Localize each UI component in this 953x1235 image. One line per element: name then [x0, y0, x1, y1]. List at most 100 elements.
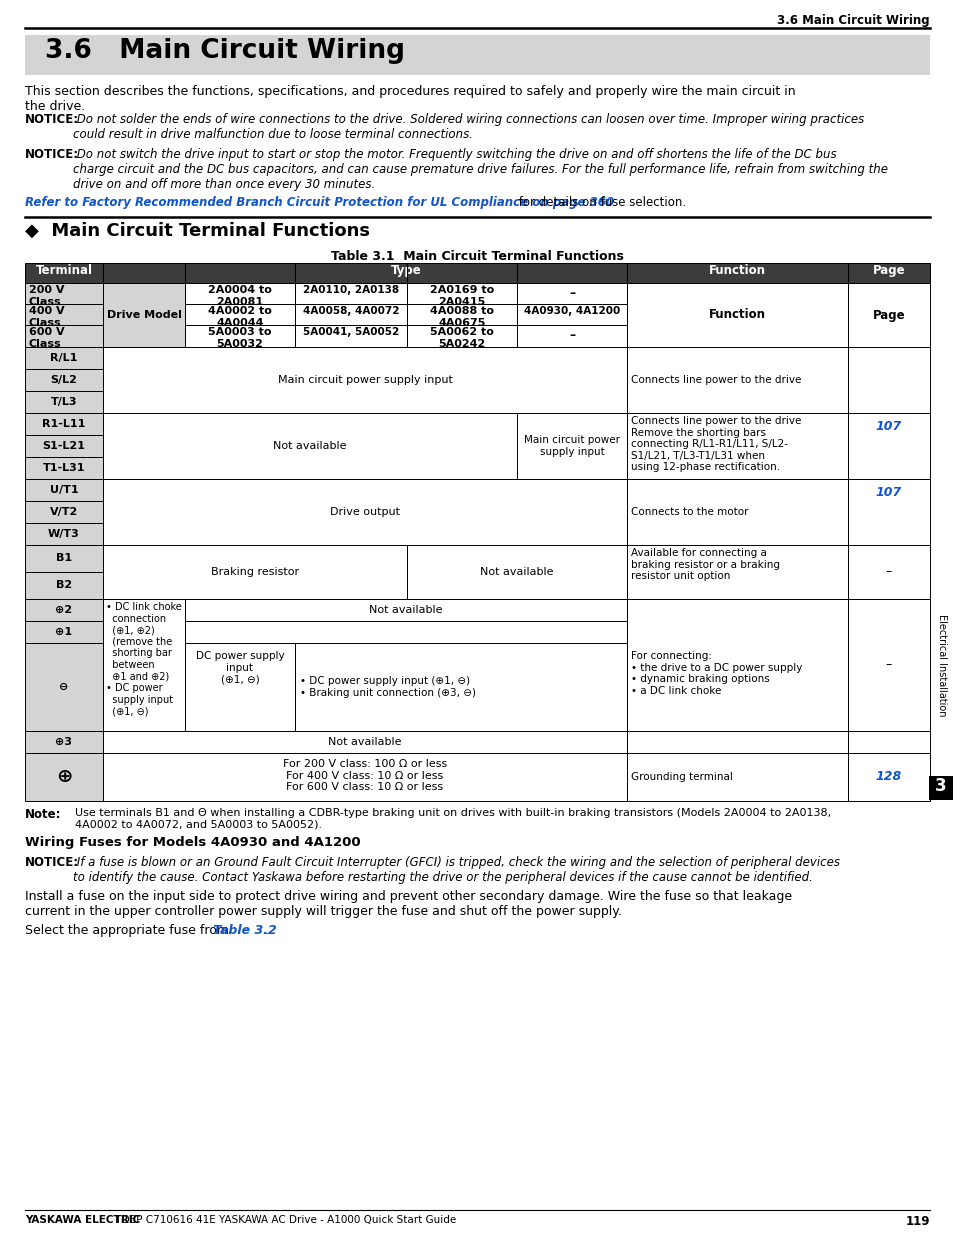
Text: Wiring Fuses for Models 4A0930 and 4A1200: Wiring Fuses for Models 4A0930 and 4A120… [25, 836, 360, 848]
Text: Grounding terminal: Grounding terminal [630, 772, 732, 782]
Bar [25, 457, 103, 479]
Text: NOTICE:: NOTICE: [25, 856, 79, 869]
Bar [25, 599, 103, 621]
Text: Connects to the motor: Connects to the motor [630, 508, 748, 517]
Bar [25, 621, 103, 643]
Bar [517, 304, 626, 325]
Text: Function: Function [708, 309, 764, 321]
Text: Page: Page [872, 264, 904, 277]
Text: 5A0041, 5A0052: 5A0041, 5A0052 [302, 327, 398, 337]
Bar [294, 325, 407, 347]
Text: 2A0169 to
2A0415: 2A0169 to 2A0415 [430, 285, 494, 306]
Bar [626, 753, 847, 802]
Text: Use terminals B1 and Θ when installing a CDBR-type braking unit on drives with b: Use terminals B1 and Θ when installing a… [75, 808, 830, 830]
Bar [626, 479, 847, 545]
Text: YASKAWA ELECTRIC: YASKAWA ELECTRIC [25, 1215, 140, 1225]
Text: Connects line power to the drive
Remove the shorting bars
connecting R/L1-R1/L11: Connects line power to the drive Remove … [630, 416, 801, 473]
Bar [185, 599, 626, 621]
Text: R1-L11: R1-L11 [42, 419, 86, 429]
Text: 3.6   Main Circuit Wiring: 3.6 Main Circuit Wiring [45, 38, 405, 64]
Text: 107: 107 [875, 487, 902, 499]
Text: 4A0088 to
4A0675: 4A0088 to 4A0675 [430, 306, 494, 327]
Bar [25, 369, 103, 391]
Text: Drive output: Drive output [330, 508, 399, 517]
Bar [103, 283, 185, 347]
Bar [626, 545, 847, 599]
Text: Drive Model: Drive Model [107, 310, 181, 320]
Bar [25, 435, 103, 457]
Text: –: – [568, 330, 575, 342]
Text: Type: Type [390, 264, 421, 277]
Bar [25, 479, 103, 501]
Bar [185, 643, 294, 731]
Text: U/T1: U/T1 [50, 485, 78, 495]
Text: For connecting:
• the drive to a DC power supply
• dynamic braking options
• a D: For connecting: • the drive to a DC powe… [630, 651, 801, 695]
Text: .: . [265, 924, 269, 937]
Bar [25, 325, 103, 347]
Text: Not available: Not available [479, 567, 553, 577]
Bar [847, 479, 929, 545]
Text: R/L1: R/L1 [51, 353, 77, 363]
Bar [185, 283, 294, 304]
Text: ⊖: ⊖ [59, 682, 69, 692]
Text: B1: B1 [56, 553, 72, 563]
Text: 4A0002 to
4A0044: 4A0002 to 4A0044 [208, 306, 272, 327]
Text: • DC power supply input (⊕1, ⊖)
• Braking unit connection (⊕3, ⊖): • DC power supply input (⊕1, ⊖) • Brakin… [299, 677, 476, 698]
Text: 107: 107 [875, 420, 902, 433]
Bar [407, 545, 626, 599]
Bar [294, 304, 407, 325]
Text: Braking resistor: Braking resistor [211, 567, 298, 577]
Bar [25, 35, 929, 75]
Text: 3: 3 [934, 777, 945, 795]
Bar [103, 599, 185, 731]
Bar [103, 412, 517, 479]
Bar [103, 753, 626, 802]
Text: DC power supply
input
(⊕1, ⊖): DC power supply input (⊕1, ⊖) [195, 651, 284, 684]
Bar [25, 572, 103, 599]
Bar [928, 776, 952, 800]
Bar [25, 304, 103, 325]
Text: S/L2: S/L2 [51, 375, 77, 385]
Text: Main circuit power supply input: Main circuit power supply input [277, 375, 452, 385]
Text: T/L3: T/L3 [51, 396, 77, 408]
Text: Electrical Installation: Electrical Installation [936, 614, 946, 716]
Text: S1-L21: S1-L21 [43, 441, 86, 451]
Text: for details on fuse selection.: for details on fuse selection. [515, 196, 685, 209]
Text: 200 V
Class: 200 V Class [29, 285, 65, 306]
Text: Table 3.2: Table 3.2 [213, 924, 276, 937]
Bar [103, 731, 626, 753]
Text: 2A0110, 2A0138: 2A0110, 2A0138 [303, 285, 398, 295]
Bar [847, 731, 929, 753]
Text: ⊕2: ⊕2 [55, 605, 72, 615]
Text: ⊕: ⊕ [56, 767, 72, 787]
Bar [626, 599, 847, 731]
Bar [626, 283, 847, 347]
Text: –: – [568, 287, 575, 300]
Text: 5A0003 to
5A0032: 5A0003 to 5A0032 [208, 327, 272, 348]
Bar [626, 412, 847, 479]
Bar [294, 643, 626, 731]
Bar [25, 643, 103, 731]
Bar [847, 347, 929, 412]
Bar [847, 753, 929, 802]
Bar [25, 545, 103, 572]
Bar [103, 347, 626, 412]
Text: 400 V
Class: 400 V Class [29, 306, 65, 327]
Bar [626, 731, 847, 753]
Text: ⊕1: ⊕1 [55, 627, 72, 637]
Text: Function: Function [708, 264, 764, 277]
Bar [517, 283, 626, 304]
Bar [294, 283, 407, 304]
Text: Not available: Not available [273, 441, 346, 451]
Bar [847, 283, 929, 347]
Text: Do not switch the drive input to start or stop the motor. Frequently switching t: Do not switch the drive input to start o… [73, 148, 887, 191]
Bar [25, 501, 103, 522]
Bar [407, 304, 517, 325]
Bar [626, 347, 847, 412]
Text: Terminal: Terminal [35, 264, 92, 277]
Text: 3.6 Main Circuit Wiring: 3.6 Main Circuit Wiring [777, 14, 929, 27]
Text: Main circuit power
supply input: Main circuit power supply input [523, 435, 619, 457]
Text: ◆  Main Circuit Terminal Functions: ◆ Main Circuit Terminal Functions [25, 222, 370, 240]
Bar [25, 522, 103, 545]
Text: Page: Page [872, 309, 904, 321]
